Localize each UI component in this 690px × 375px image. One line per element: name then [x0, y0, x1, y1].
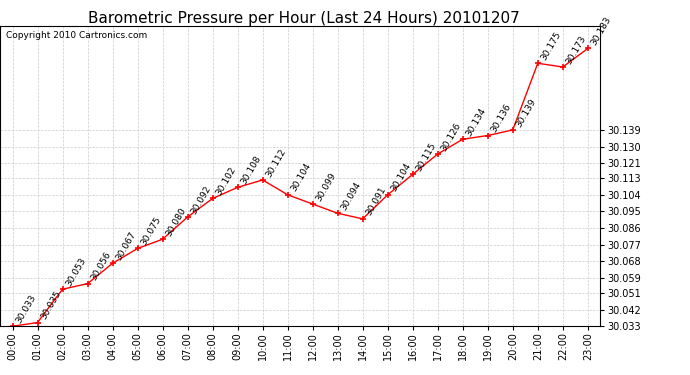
Text: 30.091: 30.091	[364, 186, 388, 218]
Text: 30.094: 30.094	[339, 180, 363, 212]
Text: 30.112: 30.112	[264, 147, 288, 178]
Text: 30.175: 30.175	[539, 30, 563, 62]
Text: 30.075: 30.075	[139, 215, 163, 247]
Text: 30.033: 30.033	[14, 293, 37, 325]
Text: 30.102: 30.102	[214, 165, 237, 197]
Text: Barometric Pressure per Hour (Last 24 Hours) 20101207: Barometric Pressure per Hour (Last 24 Ho…	[88, 11, 520, 26]
Text: 30.134: 30.134	[464, 106, 488, 138]
Text: 30.080: 30.080	[164, 206, 188, 238]
Text: 30.115: 30.115	[414, 141, 437, 173]
Text: 30.067: 30.067	[114, 230, 137, 262]
Text: 30.173: 30.173	[564, 34, 588, 66]
Text: 30.136: 30.136	[489, 102, 513, 134]
Text: 30.104: 30.104	[289, 162, 313, 194]
Text: 30.099: 30.099	[314, 171, 337, 202]
Text: 30.108: 30.108	[239, 154, 263, 186]
Text: 30.139: 30.139	[514, 97, 538, 129]
Text: 30.126: 30.126	[439, 121, 463, 153]
Text: 30.092: 30.092	[189, 184, 213, 216]
Text: 30.035: 30.035	[39, 289, 63, 321]
Text: 30.183: 30.183	[589, 15, 613, 47]
Text: 30.104: 30.104	[389, 162, 413, 194]
Text: 30.056: 30.056	[89, 251, 112, 282]
Text: Copyright 2010 Cartronics.com: Copyright 2010 Cartronics.com	[6, 31, 147, 40]
Text: 30.053: 30.053	[64, 256, 88, 288]
